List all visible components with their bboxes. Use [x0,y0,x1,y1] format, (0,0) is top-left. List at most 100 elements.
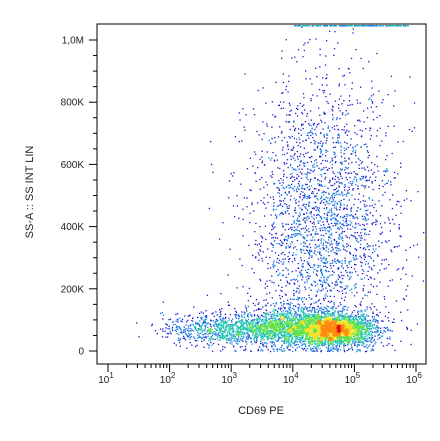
event-point [286,341,288,343]
event-point [300,308,302,310]
event-point [288,328,291,330]
event-point [293,294,295,297]
event-point [330,208,333,210]
event-point [288,315,290,317]
event-point [321,321,323,323]
event-point [365,340,367,342]
event-point [319,309,321,311]
event-point [279,297,281,300]
event-point [347,321,349,323]
event-point [279,326,282,328]
event-point [284,330,286,332]
event-point [188,335,190,337]
event-point [360,336,362,338]
event-point [289,320,291,322]
event-point [358,329,360,332]
event-point [296,324,298,326]
event-point [303,330,305,332]
event-point [357,334,360,336]
event-point [224,346,226,348]
event-point [331,345,334,347]
event-point [346,312,348,315]
event-point [314,323,316,325]
event-point [218,334,220,337]
event-point [393,321,395,323]
event-point [336,215,339,217]
event-point [326,337,328,339]
event-point [240,322,242,325]
event-point [242,333,244,335]
event-point [230,329,232,331]
event-point [416,323,419,325]
event-point [250,315,253,318]
event-point [362,195,365,197]
event-point [250,320,252,322]
event-point [344,189,346,191]
event-point [347,320,349,322]
event-point [221,307,223,310]
event-point [338,342,341,345]
event-point [339,316,341,318]
event-point [249,330,252,332]
event-point [235,313,237,316]
event-point [331,197,334,199]
event-point [290,324,292,326]
event-point [225,324,227,327]
event-point [312,329,315,331]
event-point [304,331,306,333]
event-point [283,342,286,344]
event-point [295,327,297,330]
event-point [257,328,259,330]
event-point [241,339,243,341]
event-point [303,311,305,314]
event-point [187,330,190,332]
event-point [284,334,286,337]
event-point [260,340,262,343]
event-point [296,314,298,316]
event-point [203,320,206,323]
event-point [323,309,325,311]
event-point [337,259,339,261]
event-point [364,321,366,323]
event-point [334,327,337,330]
event-point [306,281,308,283]
event-point [360,324,362,327]
event-point [240,328,242,330]
event-point [166,324,168,326]
event-point [327,336,329,338]
event-point [346,340,349,342]
event-point [279,336,281,339]
event-point [253,339,255,341]
event-point [167,328,169,330]
event-point [210,326,212,328]
event-point [314,335,316,337]
event-point [312,319,314,321]
event-point [275,324,278,326]
event-point [299,304,301,306]
event-point [342,333,344,335]
event-point [334,335,336,337]
event-point [345,332,347,334]
event-point [257,321,259,323]
event-point [313,326,315,328]
event-point [326,318,328,320]
event-point [346,332,348,334]
event-point [271,337,273,339]
event-point [299,320,301,322]
event-point [325,318,327,320]
event-point [300,320,302,322]
event-point [301,306,303,309]
event-point [310,321,313,323]
event-point [189,334,191,336]
event-point [327,333,330,336]
event-point [346,243,348,245]
event-point [356,329,358,332]
event-point [274,321,276,323]
event-point [343,316,345,318]
event-point [269,311,271,313]
event-point [317,258,320,260]
event-point [330,315,332,317]
event-point [291,313,293,315]
event-point [326,325,328,327]
event-point [215,311,217,313]
